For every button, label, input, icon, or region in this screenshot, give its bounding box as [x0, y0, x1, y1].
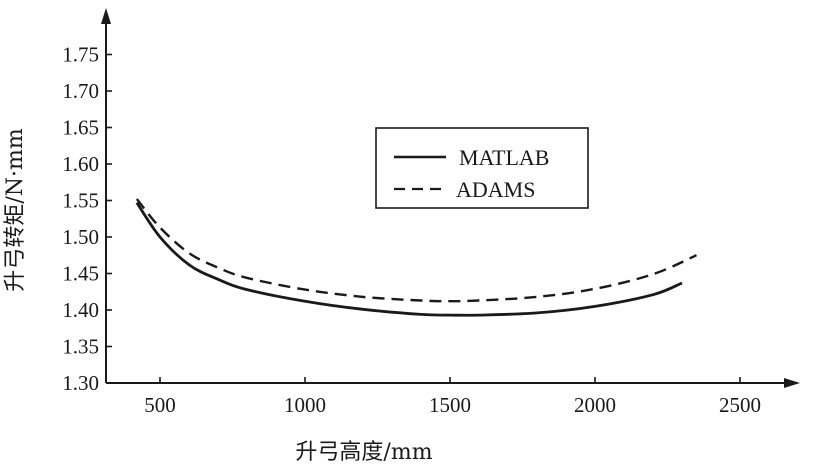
x-tick-label: 2000 [574, 393, 616, 417]
series-lines [135, 198, 697, 317]
legend-label-matlab: MATLAB [459, 145, 549, 170]
y-tick-label: 1.35 [62, 335, 99, 359]
y-tick-label: 1.65 [62, 116, 99, 140]
legend: MATLAB ADAMS [375, 127, 589, 209]
legend-box [375, 127, 589, 209]
x-axis-title: 升弓高度/mm [295, 440, 432, 465]
y-tick-label: 1.50 [62, 225, 99, 249]
x-tick-label: 2500 [719, 393, 761, 417]
x-tick-label: 500 [144, 393, 176, 417]
ticks [106, 53, 741, 384]
y-tick-label: 1.60 [62, 152, 99, 176]
series-line-adams [135, 198, 697, 303]
y-tick-label: 1.40 [62, 298, 99, 322]
x-tick-label: 1000 [284, 393, 326, 417]
plot-area: 500 1000 1500 2000 2500 1.30 1.35 1.40 1.45 1.50 1… [62, 8, 800, 417]
x-axis-arrow [784, 378, 800, 388]
series-line-matlab [135, 201, 683, 317]
y-tick-label: 1.45 [62, 262, 99, 286]
y-axis-title: 升弓转矩/N·mm [3, 128, 28, 292]
y-tick-label: 1.55 [62, 189, 99, 213]
x-tick-label: 1500 [429, 393, 471, 417]
y-tick-label: 1.30 [62, 371, 99, 395]
y-tick-label: 1.75 [62, 43, 99, 67]
legend-label-adams: ADAMS [456, 177, 535, 202]
y-axis-arrow [101, 8, 111, 24]
tick-labels: 500 1000 1500 2000 2500 1.30 1.35 1.40 1.45 1.50 1… [62, 43, 761, 418]
y-tick-label: 1.70 [62, 79, 99, 103]
